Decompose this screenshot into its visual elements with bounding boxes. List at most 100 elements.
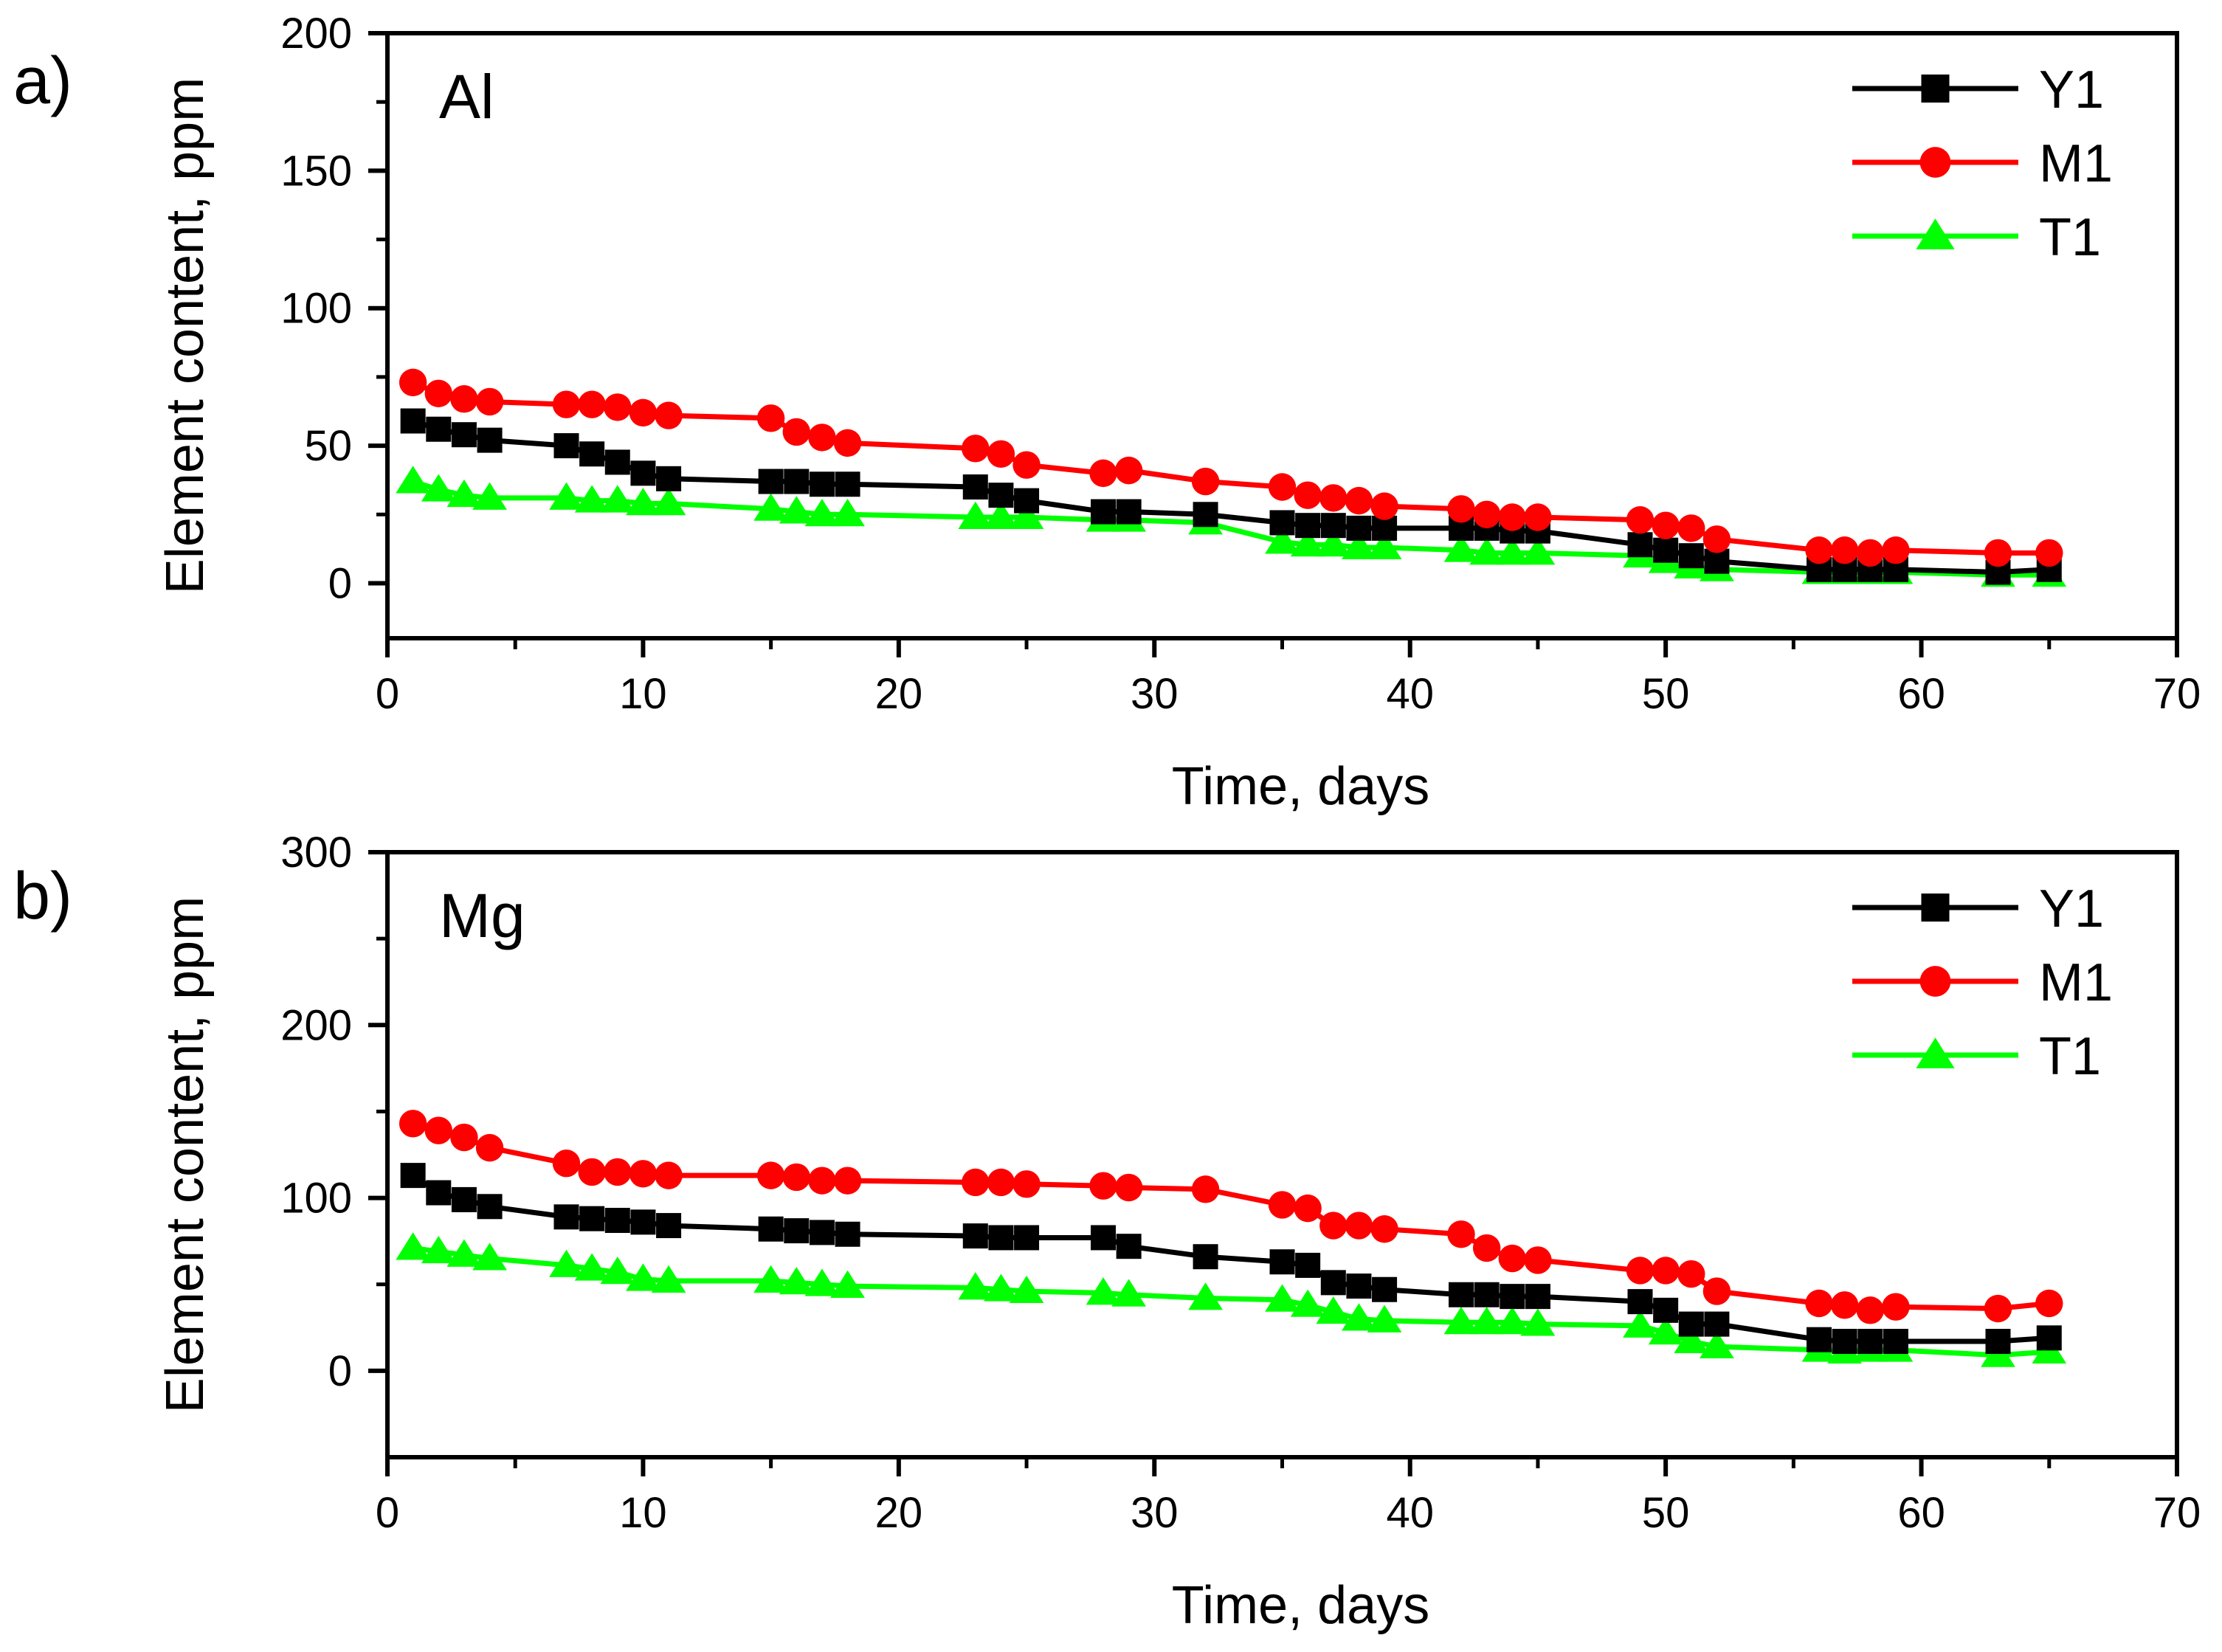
data-point	[962, 435, 990, 463]
data-point	[756, 1161, 785, 1189]
data-point	[1500, 1284, 1525, 1310]
data-point	[1524, 503, 1552, 531]
data-point	[1856, 539, 1884, 567]
plot-frame	[385, 850, 2179, 1459]
data-point	[1320, 1270, 1346, 1296]
legend-item-m1: M1	[1852, 134, 2113, 193]
data-point	[552, 1150, 581, 1178]
data-point	[1319, 1212, 1348, 1240]
data-point	[1494, 1307, 1530, 1335]
data-point	[1678, 1311, 1704, 1337]
panel-b: 0 10 20 30 40 50 60 70 0 100 200 300 Time, days Eleme…	[13, 829, 2201, 1635]
y-tick-label: 0	[328, 559, 352, 607]
x-tick-label: 60	[1897, 1489, 1945, 1537]
legend-label: Y1	[2039, 879, 2104, 939]
data-point	[1805, 1289, 1833, 1318]
data-point	[578, 1158, 606, 1186]
data-point	[1316, 529, 1351, 557]
data-point	[1116, 1234, 1142, 1259]
data-point	[1916, 1037, 1955, 1068]
data-point	[1014, 1225, 1040, 1251]
data-point	[1623, 1310, 1657, 1338]
data-point	[604, 1158, 632, 1186]
series-line	[411, 1173, 2050, 1344]
data-point	[1191, 467, 1220, 496]
legend-item-y1: Y1	[1852, 61, 2104, 120]
data-point	[1269, 1249, 1295, 1275]
data-point	[421, 474, 456, 502]
data-point	[1469, 537, 1505, 565]
data-point	[988, 1225, 1014, 1251]
data-point	[446, 1239, 482, 1267]
panel-a: 0 10 20 30 40 50 60 70 0 50 100 150 200 Time, days Ele…	[13, 10, 2201, 816]
data-point	[1014, 488, 1040, 514]
data-point	[472, 482, 507, 510]
data-point	[651, 1265, 686, 1293]
data-point	[451, 1186, 477, 1212]
x-axis-title: Time, days	[1172, 757, 1429, 816]
data-point	[549, 1249, 584, 1277]
data-point	[475, 387, 504, 416]
data-point	[1921, 75, 1950, 103]
data-point	[426, 1180, 452, 1206]
data-point	[808, 424, 836, 452]
data-point	[655, 1161, 683, 1189]
data-point	[1449, 1282, 1474, 1307]
y-axis-title: Element content, ppm	[156, 77, 215, 594]
data-point	[574, 485, 610, 513]
data-point	[1091, 1225, 1116, 1251]
data-point	[809, 471, 835, 497]
data-point	[1472, 500, 1501, 528]
data-point	[1114, 1173, 1143, 1202]
data-point	[446, 479, 482, 508]
data-point	[600, 485, 635, 513]
y-tick-label: 200	[280, 1001, 352, 1049]
data-point	[1188, 1282, 1223, 1310]
data-point	[450, 385, 478, 413]
data-point	[1830, 1291, 1859, 1319]
data-point	[1498, 503, 1526, 531]
data-point	[1193, 1244, 1218, 1270]
x-tick-label: 50	[1642, 1489, 1690, 1537]
data-point	[1702, 525, 1731, 553]
data-point	[1883, 1329, 1908, 1355]
data-point	[1677, 1259, 1705, 1288]
x-tick-label: 40	[1386, 1489, 1434, 1537]
data-point	[1193, 502, 1218, 528]
data-point	[1882, 1293, 1910, 1321]
data-point	[398, 1110, 427, 1138]
x-tick-label: 50	[1642, 670, 1690, 718]
series-m1	[398, 368, 2063, 567]
data-point	[958, 1272, 993, 1300]
legend-item-y1: Y1	[1852, 879, 2104, 939]
data-point	[958, 501, 993, 529]
data-point	[1525, 1284, 1550, 1310]
data-point	[655, 401, 683, 429]
data-point	[1116, 499, 1142, 525]
data-point	[1367, 531, 1402, 559]
data-point	[1345, 486, 1373, 515]
y-tick-label: 0	[328, 1347, 352, 1395]
legend-item-t1: T1	[1852, 208, 2101, 267]
x-tick-label: 0	[376, 1489, 399, 1537]
x-tick-label: 10	[619, 1489, 667, 1537]
data-point	[1009, 1275, 1044, 1304]
y-tick-label: 150	[280, 147, 352, 195]
legend: Y1 M1 T1	[1852, 879, 2113, 1086]
data-point	[1294, 1194, 1322, 1223]
data-point	[604, 1208, 630, 1234]
data-point	[1316, 1296, 1351, 1324]
data-point	[1472, 1234, 1501, 1262]
data-point	[1443, 534, 1479, 562]
data-point	[604, 449, 630, 475]
data-point	[1626, 506, 1655, 534]
data-point	[1269, 510, 1295, 536]
y-tick-label: 300	[280, 829, 352, 877]
data-point	[782, 418, 810, 446]
data-point	[472, 1243, 507, 1271]
legend: Y1 M1 T1	[1852, 61, 2113, 267]
data-point	[629, 398, 658, 427]
data-point	[1320, 513, 1346, 539]
data-point	[600, 1257, 635, 1285]
data-point	[1830, 536, 1859, 564]
